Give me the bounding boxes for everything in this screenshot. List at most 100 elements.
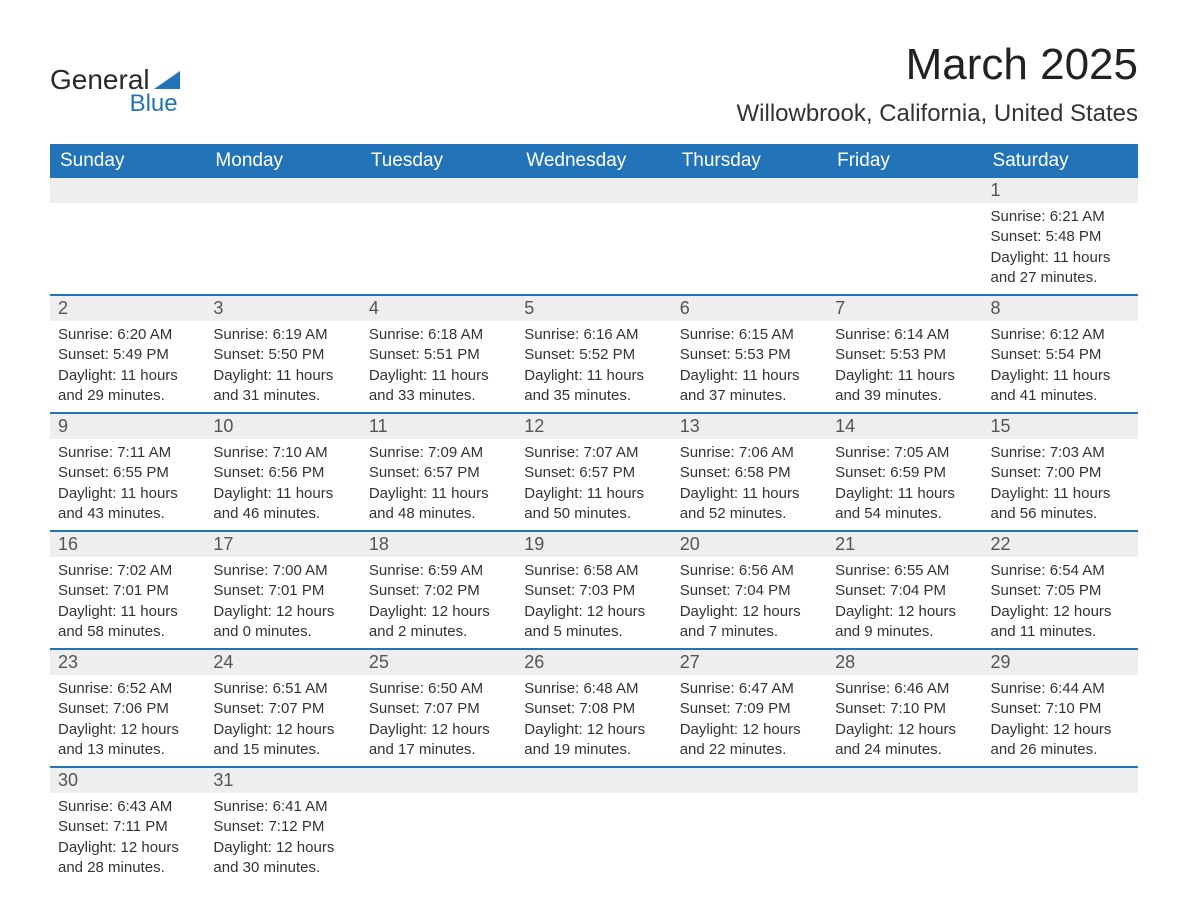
day-cell: . (361, 178, 516, 295)
brand-logo: General Blue (50, 40, 180, 118)
day-cell: 22Sunrise: 6:54 AMSunset: 7:05 PMDayligh… (983, 531, 1138, 649)
day-body: Sunrise: 6:20 AMSunset: 5:49 PMDaylight:… (50, 321, 205, 412)
daylight-text: Daylight: 11 hours and 43 minutes. (58, 484, 197, 525)
day-cell: 16Sunrise: 7:02 AMSunset: 7:01 PMDayligh… (50, 531, 205, 649)
daylight-text: Daylight: 11 hours and 52 minutes. (680, 484, 819, 525)
sunset-text: Sunset: 5:52 PM (524, 345, 663, 365)
sunrise-text: Sunrise: 6:59 AM (369, 561, 508, 581)
sunset-text: Sunset: 5:53 PM (680, 345, 819, 365)
day-cell: . (672, 178, 827, 295)
day-cell: 21Sunrise: 6:55 AMSunset: 7:04 PMDayligh… (827, 531, 982, 649)
daylight-text: Daylight: 12 hours and 19 minutes. (524, 720, 663, 761)
day-number: 4 (361, 296, 516, 321)
day-cell: 19Sunrise: 6:58 AMSunset: 7:03 PMDayligh… (516, 531, 671, 649)
day-number: . (361, 178, 516, 203)
day-body: Sunrise: 6:43 AMSunset: 7:11 PMDaylight:… (50, 793, 205, 884)
daylight-text: Daylight: 12 hours and 30 minutes. (213, 838, 352, 879)
day-cell: . (50, 178, 205, 295)
daylight-text: Daylight: 12 hours and 11 minutes. (991, 602, 1130, 643)
day-body: Sunrise: 6:55 AMSunset: 7:04 PMDaylight:… (827, 557, 982, 648)
week-row: 9Sunrise: 7:11 AMSunset: 6:55 PMDaylight… (50, 413, 1138, 531)
day-body: Sunrise: 7:09 AMSunset: 6:57 PMDaylight:… (361, 439, 516, 530)
day-body (672, 793, 827, 813)
sunrise-text: Sunrise: 6:12 AM (991, 325, 1130, 345)
sunrise-text: Sunrise: 6:56 AM (680, 561, 819, 581)
day-number: 26 (516, 650, 671, 675)
day-body: Sunrise: 6:56 AMSunset: 7:04 PMDaylight:… (672, 557, 827, 648)
day-body: Sunrise: 6:19 AMSunset: 5:50 PMDaylight:… (205, 321, 360, 412)
day-number: . (50, 178, 205, 203)
day-cell: . (827, 767, 982, 884)
sunrise-text: Sunrise: 6:54 AM (991, 561, 1130, 581)
day-body: Sunrise: 7:00 AMSunset: 7:01 PMDaylight:… (205, 557, 360, 648)
day-cell: 11Sunrise: 7:09 AMSunset: 6:57 PMDayligh… (361, 413, 516, 531)
day-cell: 1Sunrise: 6:21 AMSunset: 5:48 PMDaylight… (983, 178, 1138, 295)
daylight-text: Daylight: 11 hours and 29 minutes. (58, 366, 197, 407)
calendar-table: Sunday Monday Tuesday Wednesday Thursday… (50, 144, 1138, 884)
sunset-text: Sunset: 7:01 PM (58, 581, 197, 601)
day-cell: 17Sunrise: 7:00 AMSunset: 7:01 PMDayligh… (205, 531, 360, 649)
day-body: Sunrise: 6:14 AMSunset: 5:53 PMDaylight:… (827, 321, 982, 412)
day-number: 5 (516, 296, 671, 321)
daylight-text: Daylight: 11 hours and 31 minutes. (213, 366, 352, 407)
day-body: Sunrise: 6:47 AMSunset: 7:09 PMDaylight:… (672, 675, 827, 766)
week-row: 30Sunrise: 6:43 AMSunset: 7:11 PMDayligh… (50, 767, 1138, 884)
day-cell: . (205, 178, 360, 295)
day-number: 25 (361, 650, 516, 675)
sunrise-text: Sunrise: 7:09 AM (369, 443, 508, 463)
sunrise-text: Sunrise: 6:43 AM (58, 797, 197, 817)
day-body: Sunrise: 6:12 AMSunset: 5:54 PMDaylight:… (983, 321, 1138, 412)
day-number: . (361, 768, 516, 793)
col-wednesday: Wednesday (516, 144, 671, 178)
sunset-text: Sunset: 5:54 PM (991, 345, 1130, 365)
sunrise-text: Sunrise: 7:06 AM (680, 443, 819, 463)
day-number: 13 (672, 414, 827, 439)
sunrise-text: Sunrise: 7:07 AM (524, 443, 663, 463)
day-body: Sunrise: 6:54 AMSunset: 7:05 PMDaylight:… (983, 557, 1138, 648)
day-cell: 31Sunrise: 6:41 AMSunset: 7:12 PMDayligh… (205, 767, 360, 884)
day-body: Sunrise: 6:18 AMSunset: 5:51 PMDaylight:… (361, 321, 516, 412)
sunrise-text: Sunrise: 6:20 AM (58, 325, 197, 345)
sunset-text: Sunset: 7:03 PM (524, 581, 663, 601)
day-number: . (983, 768, 1138, 793)
col-tuesday: Tuesday (361, 144, 516, 178)
day-cell: 13Sunrise: 7:06 AMSunset: 6:58 PMDayligh… (672, 413, 827, 531)
day-number: 16 (50, 532, 205, 557)
col-friday: Friday (827, 144, 982, 178)
day-number: 14 (827, 414, 982, 439)
sunset-text: Sunset: 5:49 PM (58, 345, 197, 365)
sunrise-text: Sunrise: 6:46 AM (835, 679, 974, 699)
day-body: Sunrise: 6:58 AMSunset: 7:03 PMDaylight:… (516, 557, 671, 648)
week-row: 2Sunrise: 6:20 AMSunset: 5:49 PMDaylight… (50, 295, 1138, 413)
daylight-text: Daylight: 12 hours and 7 minutes. (680, 602, 819, 643)
day-cell: 9Sunrise: 7:11 AMSunset: 6:55 PMDaylight… (50, 413, 205, 531)
sunset-text: Sunset: 6:59 PM (835, 463, 974, 483)
day-number: 9 (50, 414, 205, 439)
col-monday: Monday (205, 144, 360, 178)
sunset-text: Sunset: 7:10 PM (991, 699, 1130, 719)
daylight-text: Daylight: 11 hours and 27 minutes. (991, 248, 1130, 289)
sunrise-text: Sunrise: 7:10 AM (213, 443, 352, 463)
sunset-text: Sunset: 7:11 PM (58, 817, 197, 837)
day-number: 10 (205, 414, 360, 439)
day-number: 7 (827, 296, 982, 321)
day-cell: . (361, 767, 516, 884)
week-row: 23Sunrise: 6:52 AMSunset: 7:06 PMDayligh… (50, 649, 1138, 767)
week-row: 16Sunrise: 7:02 AMSunset: 7:01 PMDayligh… (50, 531, 1138, 649)
day-number: 11 (361, 414, 516, 439)
sunrise-text: Sunrise: 6:41 AM (213, 797, 352, 817)
day-number: 27 (672, 650, 827, 675)
sunset-text: Sunset: 7:08 PM (524, 699, 663, 719)
sunset-text: Sunset: 5:48 PM (991, 227, 1130, 247)
day-cell: . (516, 178, 671, 295)
daylight-text: Daylight: 12 hours and 28 minutes. (58, 838, 197, 879)
sunrise-text: Sunrise: 6:14 AM (835, 325, 974, 345)
sunset-text: Sunset: 7:02 PM (369, 581, 508, 601)
sunset-text: Sunset: 7:00 PM (991, 463, 1130, 483)
day-cell: 15Sunrise: 7:03 AMSunset: 7:00 PMDayligh… (983, 413, 1138, 531)
weekday-header-row: Sunday Monday Tuesday Wednesday Thursday… (50, 144, 1138, 178)
brand-name-part2: Blue (50, 90, 180, 118)
day-body: Sunrise: 6:50 AMSunset: 7:07 PMDaylight:… (361, 675, 516, 766)
day-body (205, 203, 360, 223)
daylight-text: Daylight: 11 hours and 39 minutes. (835, 366, 974, 407)
